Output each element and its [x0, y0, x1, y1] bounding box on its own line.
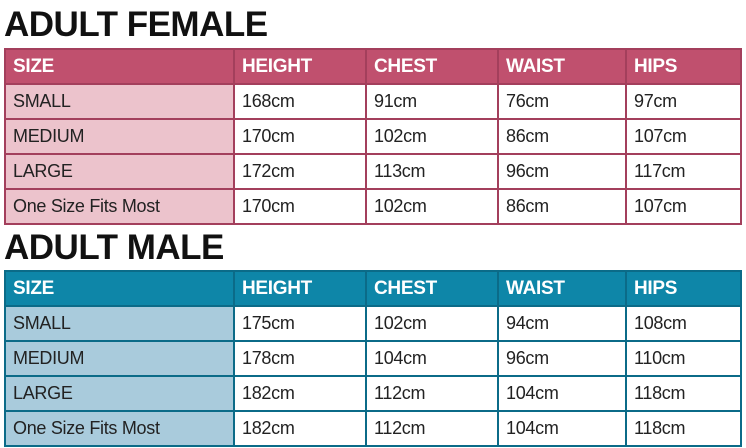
- table-row: One Size Fits Most 170cm 102cm 86cm 107cm: [4, 188, 742, 225]
- cell-height: 182cm: [233, 375, 367, 412]
- col-chest: CHEST: [365, 270, 499, 307]
- cell-waist: 76cm: [497, 83, 627, 120]
- cell-waist: 104cm: [497, 410, 627, 447]
- cell-size: MEDIUM: [4, 340, 235, 377]
- cell-waist: 86cm: [497, 188, 627, 225]
- cell-size: SMALL: [4, 305, 235, 342]
- female-title: ADULT FEMALE: [4, 5, 268, 44]
- cell-size: LARGE: [4, 375, 235, 412]
- male-title: ADULT MALE: [4, 228, 224, 267]
- female-size-table: SIZE HEIGHT CHEST WAIST HIPS SMALL 168cm 9…: [4, 48, 742, 225]
- table-row: SMALL 175cm 102cm 94cm 108cm: [4, 305, 742, 342]
- cell-height: 168cm: [233, 83, 367, 120]
- cell-hips: 117cm: [625, 153, 742, 190]
- col-size: SIZE: [4, 270, 235, 307]
- header-row: SIZE HEIGHT CHEST WAIST HIPS: [4, 48, 742, 85]
- cell-chest: 113cm: [365, 153, 499, 190]
- cell-waist: 96cm: [497, 153, 627, 190]
- cell-hips: 108cm: [625, 305, 742, 342]
- col-chest: CHEST: [365, 48, 499, 85]
- col-waist: WAIST: [497, 48, 627, 85]
- table-row: LARGE 172cm 113cm 96cm 117cm: [4, 153, 742, 190]
- cell-size: LARGE: [4, 153, 235, 190]
- table-row: MEDIUM 170cm 102cm 86cm 107cm: [4, 118, 742, 155]
- cell-chest: 102cm: [365, 305, 499, 342]
- cell-height: 170cm: [233, 118, 367, 155]
- table-row: MEDIUM 178cm 104cm 96cm 110cm: [4, 340, 742, 377]
- cell-hips: 110cm: [625, 340, 742, 377]
- male-size-table: SIZE HEIGHT CHEST WAIST HIPS SMALL 175cm 1…: [4, 270, 742, 447]
- cell-chest: 112cm: [365, 375, 499, 412]
- cell-size: One Size Fits Most: [4, 410, 235, 447]
- cell-waist: 104cm: [497, 375, 627, 412]
- cell-waist: 86cm: [497, 118, 627, 155]
- col-height: HEIGHT: [233, 48, 367, 85]
- header-row: SIZE HEIGHT CHEST WAIST HIPS: [4, 270, 742, 307]
- table-row: LARGE 182cm 112cm 104cm 118cm: [4, 375, 742, 412]
- cell-height: 172cm: [233, 153, 367, 190]
- col-hips: HIPS: [625, 270, 742, 307]
- cell-size: MEDIUM: [4, 118, 235, 155]
- cell-waist: 94cm: [497, 305, 627, 342]
- col-height: HEIGHT: [233, 270, 367, 307]
- cell-hips: 107cm: [625, 118, 742, 155]
- col-waist: WAIST: [497, 270, 627, 307]
- cell-height: 170cm: [233, 188, 367, 225]
- cell-height: 182cm: [233, 410, 367, 447]
- cell-chest: 102cm: [365, 188, 499, 225]
- cell-hips: 118cm: [625, 375, 742, 412]
- cell-height: 175cm: [233, 305, 367, 342]
- table-row: One Size Fits Most 182cm 112cm 104cm 118cm: [4, 410, 742, 447]
- col-hips: HIPS: [625, 48, 742, 85]
- cell-hips: 107cm: [625, 188, 742, 225]
- cell-waist: 96cm: [497, 340, 627, 377]
- cell-chest: 102cm: [365, 118, 499, 155]
- col-size: SIZE: [4, 48, 235, 85]
- cell-size: One Size Fits Most: [4, 188, 235, 225]
- cell-height: 178cm: [233, 340, 367, 377]
- cell-hips: 118cm: [625, 410, 742, 447]
- cell-size: SMALL: [4, 83, 235, 120]
- cell-hips: 97cm: [625, 83, 742, 120]
- table-row: SMALL 168cm 91cm 76cm 97cm: [4, 83, 742, 120]
- cell-chest: 104cm: [365, 340, 499, 377]
- cell-chest: 112cm: [365, 410, 499, 447]
- cell-chest: 91cm: [365, 83, 499, 120]
